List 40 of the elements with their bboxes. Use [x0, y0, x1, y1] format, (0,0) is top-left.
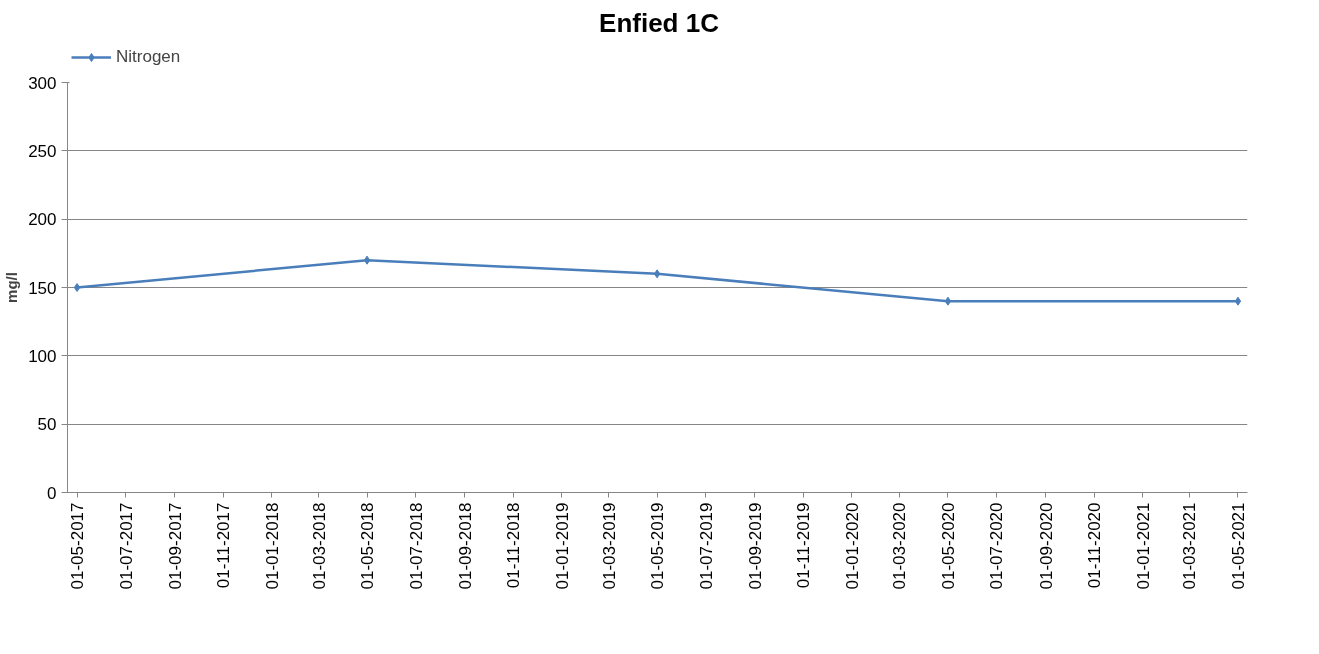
y-tick-label: 250 [28, 141, 57, 161]
point [73, 283, 81, 292]
x-tick-label: 01-07-2020 [987, 502, 1007, 590]
x-tick-label: 01-01-2019 [552, 502, 572, 590]
y-tick-label: 100 [28, 346, 57, 366]
x-tick-label: 01-01-2020 [842, 502, 862, 590]
x-tick-label: 01-05-2018 [358, 502, 378, 590]
x-tick-label: 01-11-2020 [1085, 502, 1105, 589]
y-tick-label: 50 [37, 415, 57, 435]
x-tick-label: 01-05-2019 [648, 502, 668, 590]
x-tick-label: 01-09-2020 [1036, 502, 1056, 590]
point [1234, 296, 1242, 306]
legend-label: Nitrogen [116, 47, 181, 67]
x-tick-label: 01-07-2019 [696, 502, 716, 590]
x-tick-label: 01-11-2018 [504, 502, 524, 589]
x-tick-label: 01-09-2018 [455, 502, 475, 590]
x-tick-label: 01-01-2018 [262, 502, 282, 590]
y-axis-title: mg/l [3, 272, 21, 303]
y-tick-label: 300 [28, 73, 57, 93]
point [944, 296, 952, 306]
x-tick-label: 01-09-2019 [745, 502, 765, 590]
x-tick-label: 01-11-2017 [214, 502, 234, 589]
point [653, 269, 661, 279]
y-tick-label: 0 [47, 483, 57, 503]
x-tick-label: 01-01-2021 [1133, 502, 1153, 590]
x-tick-label: 01-05-2021 [1228, 502, 1248, 590]
x-tick-label: 01-07-2018 [406, 502, 426, 590]
chart-title: Enfied 1C [599, 7, 720, 38]
x-tick-label: 01-03-2019 [599, 502, 619, 590]
point [363, 255, 371, 265]
x-tick-label: 01-07-2017 [116, 502, 136, 590]
x-tick-label: 01-05-2020 [938, 502, 958, 590]
y-tick-label: 150 [28, 278, 57, 298]
x-tick-label: 01-03-2018 [309, 502, 329, 590]
x-tick-label: 01-09-2017 [165, 502, 185, 590]
x-tick-label: 01-03-2020 [890, 502, 910, 590]
x-tick-label: 01-03-2021 [1180, 502, 1200, 590]
x-tick-label: 01-05-2017 [68, 502, 88, 590]
y-tick-label: 200 [28, 210, 57, 230]
x-tick-label: 01-11-2019 [794, 502, 814, 589]
